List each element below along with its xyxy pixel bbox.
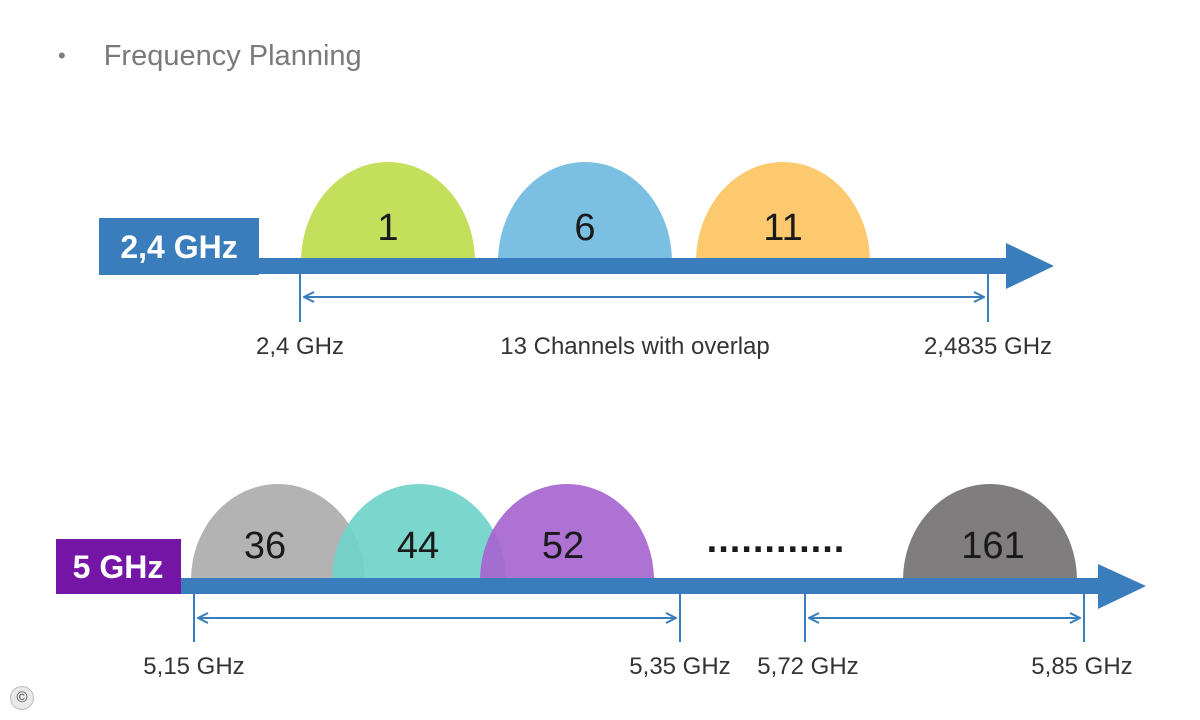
range-start-label: 2,4 GHz — [256, 333, 344, 360]
channel-bump — [191, 484, 365, 580]
band-5-label: 5 GHz — [73, 549, 164, 585]
channel-number: 161 — [961, 525, 1024, 567]
channel-ellipsis: ............ — [707, 519, 846, 561]
channel-number: 44 — [397, 525, 439, 567]
channel-24-11: 11 — [696, 162, 870, 262]
channel-number: 6 — [574, 207, 595, 249]
marker-label: 5,15 GHz — [143, 653, 244, 680]
channel-5-161 — [903, 484, 1077, 580]
channel-bump — [332, 484, 506, 580]
channel-bump — [480, 484, 654, 580]
band-5-axis-arrow — [172, 564, 1146, 609]
channel-5-36 — [191, 484, 365, 580]
channel-5-52 — [480, 484, 654, 580]
copyright-icon: © — [10, 686, 34, 710]
channel-bump — [301, 162, 475, 262]
range-note-label: 13 Channels with overlap — [500, 333, 770, 360]
channel-bump — [696, 162, 870, 262]
marker-label: 5,85 GHz — [1031, 653, 1132, 680]
channel-number: 36 — [244, 525, 286, 567]
heading-text: Frequency Planning — [103, 39, 362, 72]
channel-number: 1 — [377, 207, 398, 249]
channel-bump — [903, 484, 1077, 580]
band-5-label-box: 5 GHz — [56, 539, 181, 594]
band-24: 1 6 11 2,4 GHz 2,4 GHz 13 Channels with … — [99, 162, 1054, 360]
channel-bump — [498, 162, 672, 262]
band-24-axis-arrow — [250, 243, 1054, 289]
band-5-range-dimension-2 — [804, 594, 1085, 642]
band-5-range-dimension-1 — [193, 594, 681, 642]
band-24-label: 2,4 GHz — [120, 229, 237, 265]
marker-label: 5,72 GHz — [757, 653, 858, 680]
band-5: 36 44 52 161 ............ 5 GHz 5,15 GHz… — [56, 484, 1146, 680]
channel-number: 52 — [542, 525, 584, 567]
bullet-dot: • — [58, 43, 66, 68]
channel-24-1: 1 — [301, 162, 475, 262]
channel-24-6: 6 — [498, 162, 672, 262]
range-end-label: 2,4835 GHz — [924, 333, 1052, 360]
band-24-label-box: 2,4 GHz — [99, 218, 259, 275]
band-24-range-dimension — [299, 272, 989, 322]
channel-number: 11 — [763, 207, 802, 249]
channel-5-44 — [332, 484, 506, 580]
heading: • Frequency Planning — [58, 36, 362, 76]
marker-label: 5,35 GHz — [629, 653, 730, 680]
